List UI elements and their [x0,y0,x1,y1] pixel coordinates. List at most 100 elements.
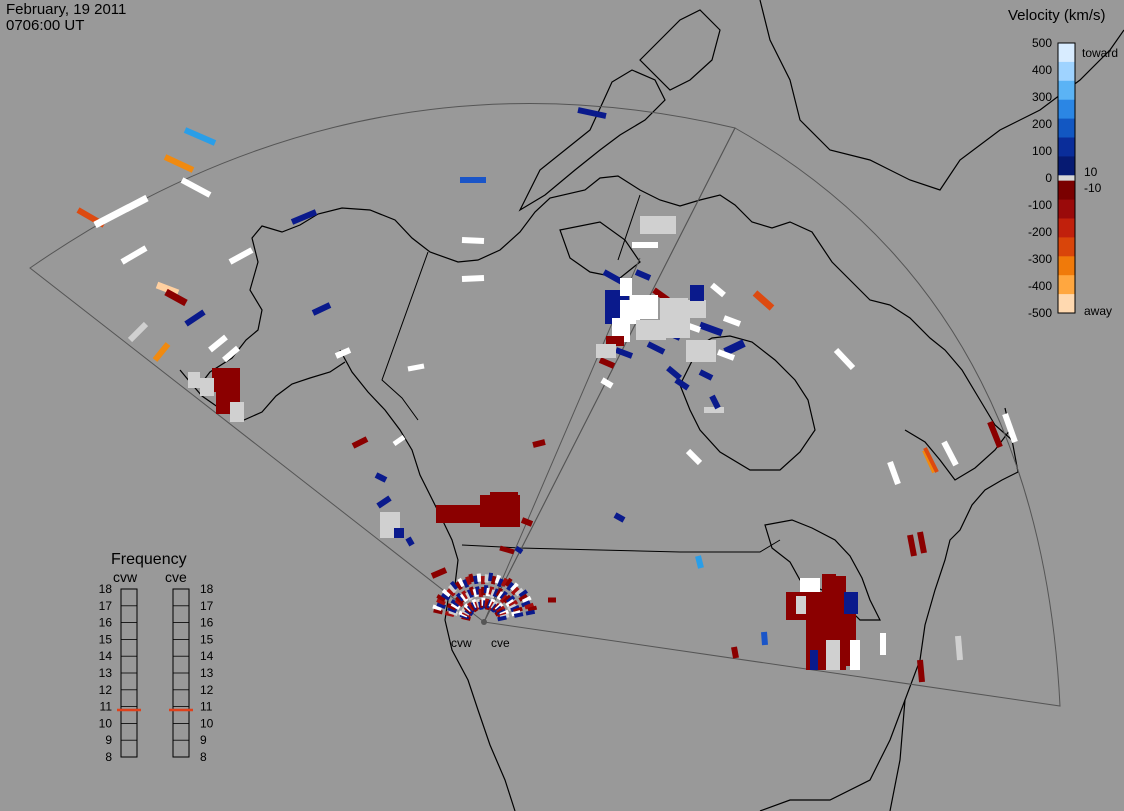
echo-cell [511,610,521,617]
frequency-level-left: 11 [100,700,113,714]
echo-cell [513,612,524,618]
echo-cell [488,586,495,596]
velocity-tick-label: -500 [1028,306,1052,320]
echo-cell [796,596,806,614]
echo-cell [716,349,736,361]
echo-cell [208,334,228,353]
echo-cell [495,587,504,597]
frequency-level-left: 9 [105,733,112,747]
echo-cell [666,365,682,381]
echo-cell [436,598,446,606]
velocity-tick-label: 100 [1032,144,1052,158]
echo-cell [614,347,634,359]
echo-cell [513,606,523,614]
echo-cell [497,615,507,622]
velocity-swatch-away [1058,180,1075,200]
coastline-pacific [339,349,516,811]
velocity-swatch-toward [1058,118,1075,138]
us-canada-border [461,539,781,553]
territory-border [617,194,641,261]
echo-cell [488,572,494,582]
velocity-bar-frame [1057,42,1076,314]
echo-cell [510,604,520,613]
coastlines [179,0,1124,811]
great-lakes [764,519,881,621]
echo-cell [440,592,451,601]
velocity-tick-label: -200 [1028,225,1052,239]
echo-cell [492,588,500,598]
echo-cell [407,363,425,372]
velocity-near-zero-negative: -10 [1084,181,1102,195]
echo-cell [723,339,746,356]
frequency-level-right: 18 [200,582,214,596]
echo-cell [461,590,470,600]
velocity-tick-label: 400 [1032,63,1052,77]
hudson-bay [679,335,816,471]
echo-cell [710,282,726,298]
velocity-toward-label: toward [1082,46,1118,60]
echo-cell [686,340,716,362]
frequency-level-left: 17 [99,599,113,613]
echo-cell [351,436,369,449]
echo-cell [462,578,470,589]
frequency-level-right: 16 [200,616,214,630]
echo-cell [476,573,482,582]
frequency-level-right: 10 [200,716,214,730]
echo-cell [887,460,901,486]
echo-cell [455,592,465,602]
echo-cell [917,531,927,554]
echo-cell [518,589,528,598]
frequency-level-right: 17 [200,599,214,613]
echo-cell [489,589,497,599]
velocity-swatch-away [1058,275,1075,295]
echo-cell [485,587,491,597]
echo-cell [514,545,524,555]
plot-date: February, 19 2011 [6,1,127,18]
echo-cell [446,603,457,611]
echo-cell [127,321,149,343]
echo-cell [698,369,714,381]
echo-cell [500,577,509,588]
echo-cell [461,275,485,282]
velocity-bar [1057,42,1076,314]
velocity-near-zero-positive: 10 [1084,165,1098,179]
echo-cell [394,528,404,538]
echo-cell [436,594,446,602]
echo-cell [695,555,704,569]
echo-cell [461,237,485,244]
echo-cell [430,567,448,579]
echo-cell [634,269,652,281]
echo-cell [405,536,415,547]
fov-west [29,103,736,623]
echo-cell [222,345,240,363]
echo-cell [449,580,459,590]
echo-cell [525,609,536,616]
echo-cell [468,573,475,583]
velocity-swatch-toward [1058,99,1075,119]
echo-cell [290,209,318,225]
echo-cell [987,420,1003,449]
velocity-away-label: away [1084,304,1112,318]
frequency-level-right: 14 [200,649,214,663]
coastline-west [199,175,1019,811]
frequency-level-right: 11 [200,700,213,714]
echo-cell [527,605,538,612]
velocity-swatch-toward [1058,43,1075,63]
radar-site-cvw: cvw [451,636,472,650]
echo-cell [698,321,724,337]
echo-cell [685,448,703,466]
echo-cell [441,588,452,598]
echo-cell [475,586,481,595]
velocity-swatch-away [1058,237,1075,257]
echo-cell [472,588,479,598]
frequency-level-left: 18 [99,582,113,596]
echo-cell [494,574,502,584]
echo-cell [155,281,180,297]
velocity-swatch-away [1058,256,1075,276]
velocity-swatch-away [1058,199,1075,219]
echo-cell [374,472,388,483]
frequency-level-left: 13 [99,666,113,680]
velocity-tick-label: -100 [1028,198,1052,212]
echo-cell [447,606,458,614]
echo-cell [833,347,856,371]
